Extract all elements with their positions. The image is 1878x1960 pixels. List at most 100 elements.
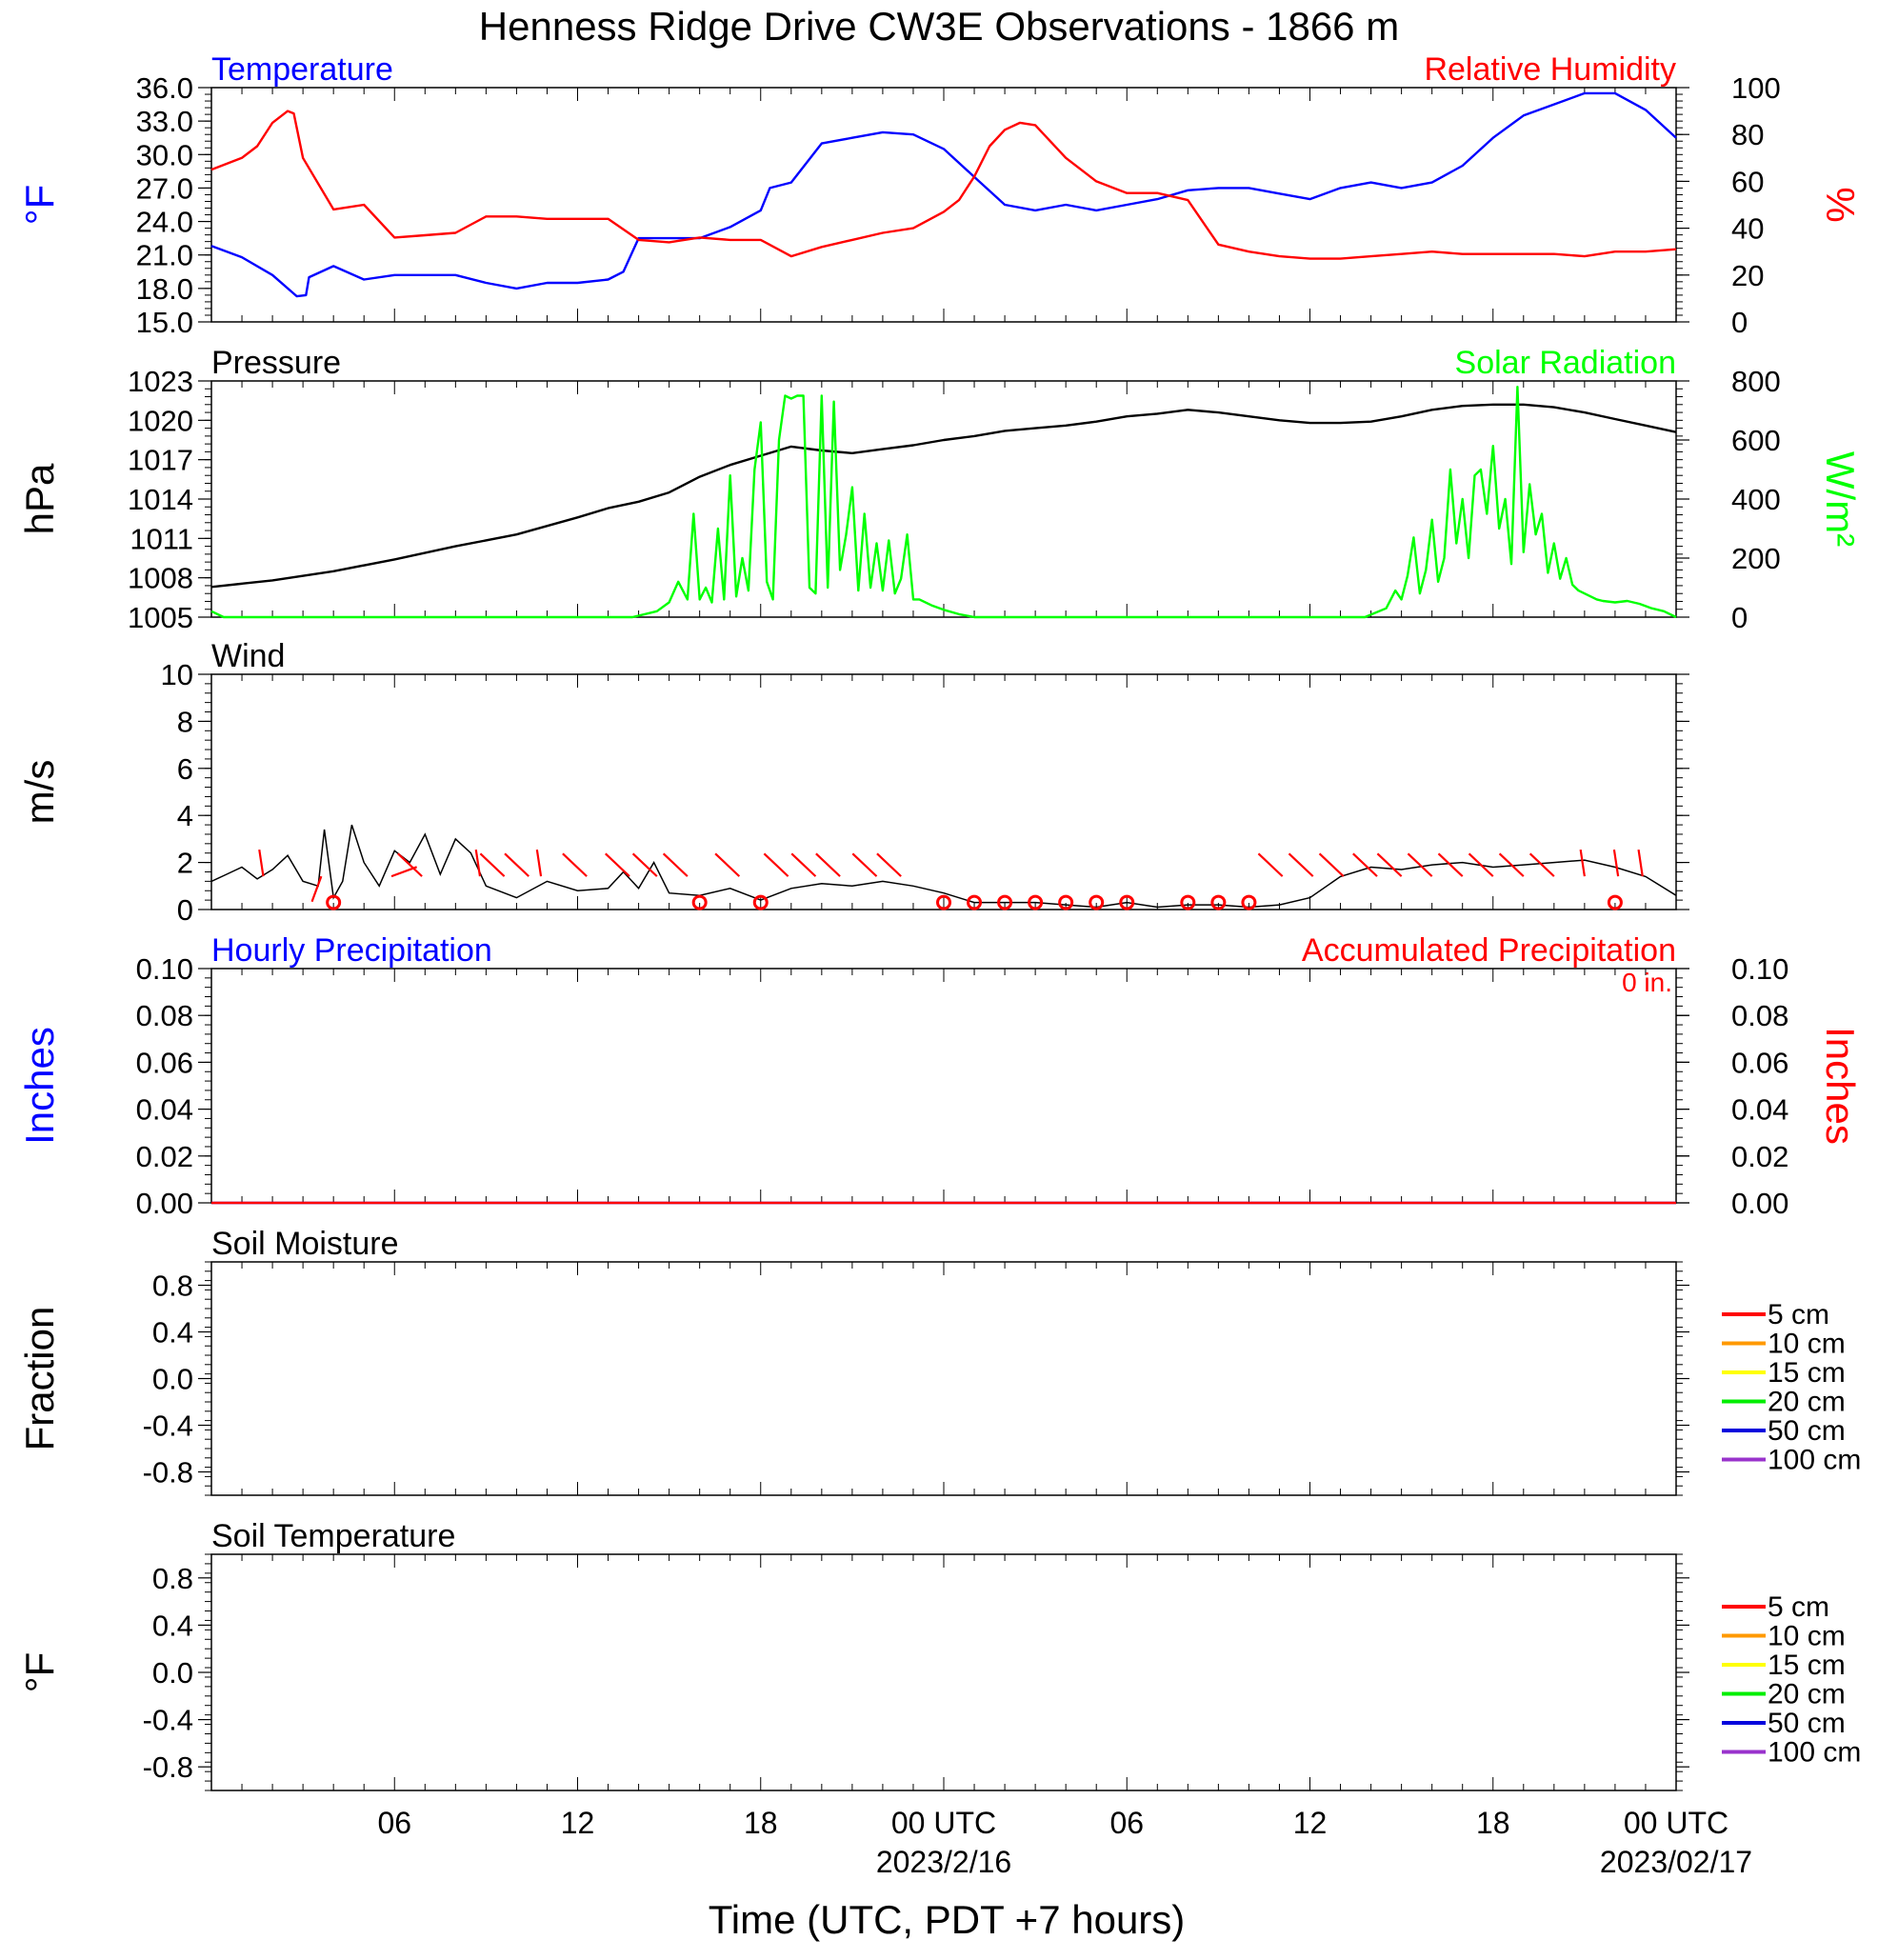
wind-barb	[1498, 852, 1525, 877]
wind-barb	[1257, 852, 1284, 877]
y-tick-label-left: 0.0	[152, 1363, 193, 1396]
y-axis-label-left: °F	[17, 1652, 62, 1692]
legend-label: 100 cm	[1768, 1445, 1861, 1476]
y-tick-label-right: 800	[1731, 365, 1781, 398]
y-tick-label-right: 0.10	[1731, 952, 1788, 986]
panel-right-title: Solar Radiation	[1455, 345, 1676, 381]
y-axis-label-left: Fraction	[17, 1307, 62, 1451]
figure-title: Henness Ridge Drive CW3E Observations - …	[479, 4, 1399, 49]
wind-barb	[815, 852, 841, 877]
y-tick-label-left: 2	[177, 847, 193, 880]
y-axis-label-right: W/m²	[1818, 451, 1863, 547]
legend-label: 50 cm	[1768, 1415, 1846, 1447]
wind-barb	[1637, 849, 1644, 877]
panel-precipitation: 0.10 0.08 0.06 0.04 0.02 0.00 0.10 0.08 0.06 0.04…	[17, 932, 1863, 1220]
series-line-1	[210, 110, 1677, 260]
wind-barb	[1612, 849, 1620, 877]
calm-wind-marker	[1180, 894, 1196, 910]
y-tick-label-left: 24.0	[136, 206, 193, 239]
y-tick-label-right: 0.02	[1731, 1140, 1788, 1173]
wind-barb	[1352, 852, 1378, 877]
y-tick-label-left: 8	[177, 705, 193, 738]
y-tick-label-left: 1011	[130, 522, 193, 555]
legend-label: 15 cm	[1768, 1650, 1846, 1681]
legend-label: 10 cm	[1768, 1329, 1846, 1360]
x-axis-label: Time (UTC, PDT +7 hours)	[709, 1897, 1186, 1942]
series-line-0	[210, 91, 1677, 298]
y-tick-label-left: 0.04	[136, 1093, 193, 1127]
panel-title: Soil Moisture	[211, 1226, 399, 1262]
time-tick-label: 12	[561, 1806, 595, 1840]
y-tick-label-left: 15.0	[136, 306, 193, 339]
y-tick-label-right: 80	[1731, 118, 1764, 151]
series-line-1	[210, 386, 1677, 619]
y-tick-label-right: 600	[1731, 424, 1781, 457]
y-tick-label-left: 1020	[128, 404, 193, 437]
y-tick-label-right: 0	[1731, 306, 1748, 339]
y-tick-label-left: 1023	[128, 365, 193, 398]
calm-wind-marker	[997, 894, 1013, 910]
legend-label: 5 cm	[1768, 1299, 1829, 1330]
y-axis-label-right: Inches	[1818, 1027, 1863, 1145]
y-tick-label-left: 30.0	[136, 138, 193, 171]
y-tick-label-right: 0.08	[1731, 999, 1788, 1032]
y-tick-label-left: 0	[177, 893, 193, 927]
wind-barb	[1579, 849, 1586, 877]
y-tick-label-right: 0.04	[1731, 1093, 1788, 1127]
time-tick-label: 06	[377, 1806, 411, 1840]
y-axis-label-left: Inches	[17, 1027, 62, 1145]
legend-label: 20 cm	[1768, 1679, 1846, 1710]
y-tick-label-left: 0.4	[152, 1609, 193, 1642]
wind-barb	[851, 852, 878, 877]
y-tick-label-left: 0.10	[136, 952, 193, 986]
panel-right-title: Relative Humidity	[1424, 51, 1676, 88]
wind-barb	[1288, 852, 1314, 877]
time-tick-label: 06	[1109, 1806, 1144, 1840]
calm-wind-marker	[752, 894, 769, 910]
y-axis-label-left: °F	[17, 185, 62, 225]
y-axis-label-left: hPa	[17, 463, 62, 534]
y-tick-label-left: 6	[177, 752, 193, 786]
calm-wind-marker	[967, 894, 983, 910]
y-tick-label-left: 1017	[128, 444, 193, 477]
y-tick-label-left: -0.4	[143, 1410, 193, 1443]
y-tick-label-left: 33.0	[136, 105, 193, 138]
y-tick-label-left: 0.08	[136, 999, 193, 1032]
date-label: 2023/02/17	[1600, 1845, 1752, 1879]
y-tick-label-left: 27.0	[136, 171, 193, 205]
panel-left-title: Hourly Precipitation	[211, 932, 492, 969]
y-tick-label-left: 0.8	[152, 1270, 193, 1303]
panel-soil-moisture: 0.8 0.4 0.0 -0.4 -0.8 Soil Moisture Fraction 5 …	[17, 1226, 1861, 1496]
panel-temperature-humidity: 36.033.030.027.024.021.018.015.0 100 80 60 4…	[17, 51, 1863, 339]
wind-barb	[605, 852, 630, 877]
wind-barb	[1407, 852, 1433, 877]
y-tick-label-right: 100	[1731, 71, 1781, 105]
y-tick-label-right: 0.00	[1731, 1187, 1788, 1220]
y-tick-label-right: 400	[1731, 483, 1781, 516]
wind-barb	[562, 852, 588, 877]
y-tick-label-left: 0.4	[152, 1316, 193, 1350]
wind-barb	[1318, 852, 1345, 877]
y-tick-label-left: 0.06	[136, 1046, 193, 1079]
wind-barb	[662, 852, 689, 877]
calm-wind-marker	[1241, 894, 1257, 910]
wind-barb	[1528, 852, 1555, 877]
wind-barb	[397, 852, 423, 877]
y-axis-label-right: %	[1818, 187, 1863, 222]
y-tick-label-left: 21.0	[136, 239, 193, 272]
series-line-0	[210, 403, 1677, 589]
panel-title: Soil Temperature	[211, 1518, 455, 1554]
calm-wind-marker	[326, 894, 342, 910]
y-tick-label-left: 0.0	[152, 1656, 193, 1690]
wind-barb	[504, 852, 529, 877]
y-tick-label-left: -0.8	[143, 1456, 193, 1490]
y-tick-label-right: 0	[1731, 601, 1748, 634]
wind-barb	[876, 852, 902, 877]
wind-barb	[310, 875, 323, 903]
time-tick-label: 18	[744, 1806, 778, 1840]
wind-speed-line	[210, 824, 1677, 909]
y-tick-label-right: 60	[1731, 165, 1764, 198]
calm-wind-marker	[1119, 894, 1135, 910]
